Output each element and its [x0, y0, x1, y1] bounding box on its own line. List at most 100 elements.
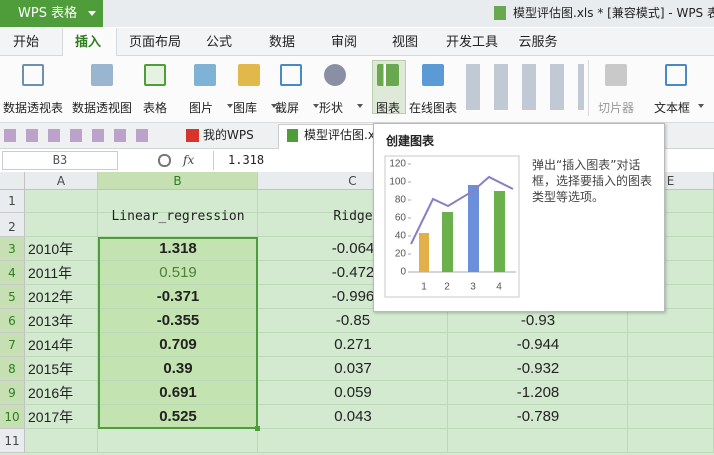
- x-tick-label: 1: [421, 282, 427, 293]
- cell[interactable]: [628, 429, 714, 453]
- cell[interactable]: [98, 261, 258, 285]
- doc-tab[interactable]: 模型评估图.x: [304, 128, 375, 142]
- ribbon-tab[interactable]: 插入: [74, 35, 102, 50]
- cell[interactable]: [448, 357, 628, 381]
- cell[interactable]: [258, 333, 448, 357]
- cell[interactable]: [25, 357, 98, 381]
- cell-text: 1.318: [159, 240, 197, 257]
- ribbon-tab[interactable]: 视图: [391, 35, 419, 50]
- ribbon-button[interactable]: 图片: [188, 101, 214, 115]
- cell-text: 0.519: [159, 264, 197, 281]
- ribbon-tab[interactable]: 页面布局: [128, 35, 182, 50]
- cell[interactable]: [98, 237, 258, 261]
- ribbon-tab[interactable]: 开发工具: [445, 35, 499, 50]
- ribbon-button[interactable]: 数据透视表: [2, 101, 64, 115]
- ribbon-tab[interactable]: 公式: [205, 35, 233, 50]
- row-header[interactable]: 1: [0, 190, 25, 213]
- app-menu[interactable]: WPS 表格: [0, 0, 103, 27]
- cell-text: 0.709: [159, 336, 197, 353]
- cell[interactable]: [25, 405, 98, 429]
- quick-access[interactable]: [4, 129, 154, 142]
- cell[interactable]: [448, 405, 628, 429]
- cell[interactable]: [25, 429, 98, 453]
- column-header[interactable]: A: [25, 172, 98, 190]
- row-header[interactable]: 9: [0, 381, 25, 405]
- cell-text: -0.371: [156, 288, 200, 305]
- cell[interactable]: [25, 381, 98, 405]
- sheet-icon: [287, 129, 298, 142]
- chart-type-icons[interactable]: [466, 64, 584, 110]
- dropdown-arrow: [357, 104, 363, 111]
- row-header[interactable]: 11: [0, 429, 25, 453]
- cell[interactable]: [98, 285, 258, 309]
- cell[interactable]: [448, 381, 628, 405]
- cell[interactable]: [98, 381, 258, 405]
- ribbon-button[interactable]: 图表: [375, 101, 401, 115]
- column-header[interactable]: B: [98, 172, 258, 190]
- cell-text: 2016年: [28, 385, 74, 401]
- cell-text: -0.93: [520, 312, 556, 329]
- icon: [280, 64, 302, 86]
- cell[interactable]: [25, 261, 98, 285]
- cell[interactable]: [258, 405, 448, 429]
- cell[interactable]: [448, 309, 628, 333]
- row-header[interactable]: 3: [0, 237, 25, 261]
- cell[interactable]: [98, 357, 258, 381]
- cell-text: -0.85: [335, 312, 371, 329]
- window-title: 模型评估图.xls * [兼容模式] - WPS 表: [513, 6, 714, 20]
- cell[interactable]: [98, 429, 258, 453]
- cell[interactable]: [628, 357, 714, 381]
- doc-tab[interactable]: 我的WPS: [203, 128, 254, 142]
- ribbon-tab[interactable]: 审阅: [330, 35, 358, 50]
- cell[interactable]: [628, 381, 714, 405]
- cell[interactable]: [98, 405, 258, 429]
- x-tick-label: 4: [496, 282, 502, 293]
- cell[interactable]: [25, 285, 98, 309]
- ribbon-button[interactable]: 数据透视图: [71, 101, 133, 115]
- icon-bar: [442, 212, 453, 272]
- cell[interactable]: [448, 429, 628, 453]
- row-header[interactable]: 8: [0, 357, 25, 381]
- ribbon-button[interactable]: 形状: [318, 101, 344, 115]
- cell[interactable]: [98, 213, 258, 237]
- cell[interactable]: [25, 333, 98, 357]
- ribbon-button[interactable]: 截屏: [274, 101, 300, 115]
- cell-text: 0.043: [334, 408, 372, 425]
- cell-text: 2010年: [28, 241, 74, 257]
- cell[interactable]: [25, 213, 98, 237]
- ribbon-button[interactable]: 图库: [232, 101, 258, 115]
- corner: [0, 172, 25, 190]
- icon: [91, 64, 113, 86]
- cell[interactable]: [25, 309, 98, 333]
- ribbon-tab[interactable]: 云服务: [518, 35, 558, 50]
- cell[interactable]: [98, 309, 258, 333]
- row-header[interactable]: 10: [0, 405, 25, 429]
- row-header[interactable]: 4: [0, 261, 25, 285]
- cell[interactable]: [448, 333, 628, 357]
- y-tick-label: 80: [395, 195, 407, 206]
- ribbon-button[interactable]: 切片器: [597, 101, 635, 115]
- ribbon-button[interactable]: 文本框: [653, 101, 691, 115]
- cell-text: -0.064: [331, 240, 375, 257]
- ribbon-tab[interactable]: 开始: [12, 35, 40, 50]
- row-header[interactable]: 2: [0, 213, 25, 237]
- cell[interactable]: [258, 357, 448, 381]
- ribbon-button[interactable]: 在线图表: [408, 101, 458, 115]
- cell[interactable]: [98, 190, 258, 213]
- row-header[interactable]: 6: [0, 309, 25, 333]
- cell-text: 2014年: [28, 337, 74, 353]
- cell[interactable]: [258, 381, 448, 405]
- ribbon-button[interactable]: 表格: [142, 101, 168, 115]
- cell[interactable]: [25, 237, 98, 261]
- cell[interactable]: [628, 405, 714, 429]
- cell[interactable]: [258, 429, 448, 453]
- cell[interactable]: [25, 190, 98, 213]
- cell[interactable]: [628, 333, 714, 357]
- ribbon-tab[interactable]: 数据: [268, 35, 296, 50]
- cell[interactable]: [628, 309, 714, 333]
- name-box[interactable]: B3: [2, 151, 118, 170]
- row-header[interactable]: 5: [0, 285, 25, 309]
- row-header[interactable]: 7: [0, 333, 25, 357]
- fx-label[interactable]: fx: [183, 153, 195, 167]
- cell[interactable]: [258, 309, 448, 333]
